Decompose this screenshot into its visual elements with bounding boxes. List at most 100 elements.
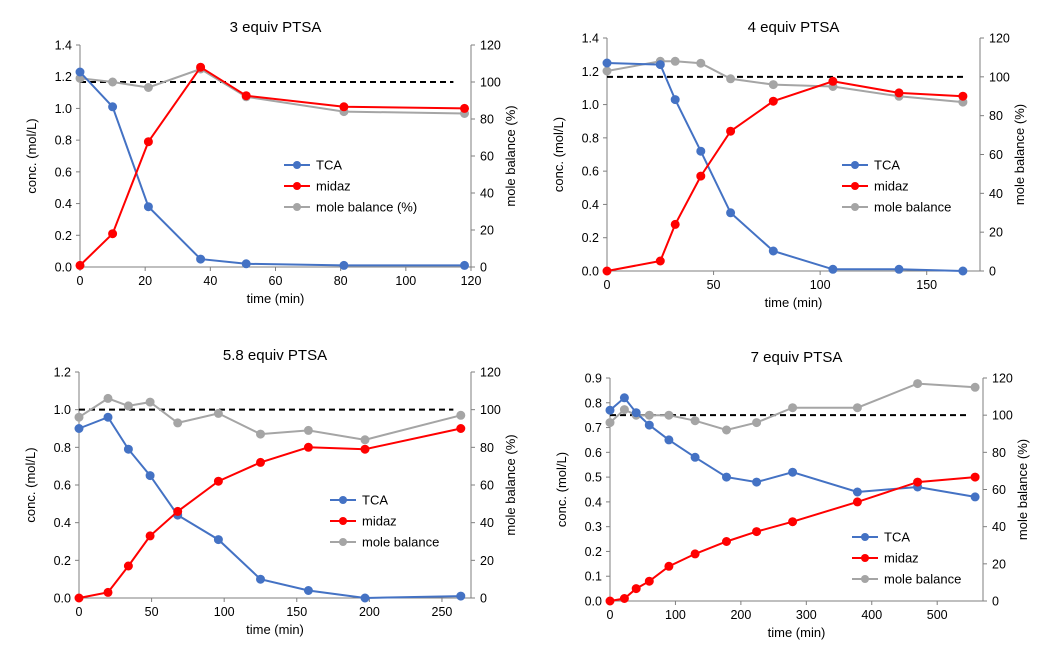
x-tick-label: 60 [269, 274, 283, 288]
y2-tick-label: 80 [480, 441, 494, 455]
x-tick-label: 50 [145, 605, 159, 619]
x-tick-label: 80 [334, 274, 348, 288]
y2-tick-label: 120 [989, 32, 1010, 46]
legend-label: TCA [884, 530, 910, 545]
y-tick-label: 0.8 [54, 441, 71, 455]
data-point-mole-balance [123, 401, 133, 411]
data-point-midaz [913, 477, 923, 487]
data-point-tca [256, 574, 265, 584]
y-tick-label: 0.4 [582, 198, 599, 212]
y2-tick-label: 100 [480, 403, 501, 417]
data-point-tca [619, 393, 629, 403]
data-point-mole-balance [303, 425, 313, 435]
y-tick-label: 1.2 [582, 65, 599, 79]
y2-tick-label: 120 [992, 372, 1013, 386]
data-point-midaz [768, 96, 778, 106]
data-point-tca [726, 208, 736, 218]
y2-tick-label: 80 [992, 446, 1006, 460]
y2-tick-label: 0 [989, 265, 996, 279]
y2-tick-label: 20 [480, 224, 494, 238]
data-point-mole-balance [360, 435, 370, 445]
x-tick-label: 400 [861, 608, 882, 622]
chart-panel-2: 4 equiv PTSA 0.0 0.2 0.4 0.6 0.8 1.0 1.2 1.4 0 20 4… [551, 19, 1027, 310]
data-point-mole-balance [605, 418, 615, 428]
data-point-tca [852, 487, 862, 497]
x-axis-label: time (min) [247, 291, 305, 306]
y-tick-label: 0.1 [585, 570, 602, 584]
y2-tick-label: 80 [480, 113, 494, 127]
y-tick-label: 0.0 [585, 595, 602, 609]
y-tick-label: 0.9 [585, 372, 602, 386]
data-point-mole-balance [690, 416, 700, 426]
x-tick-label: 150 [286, 605, 307, 619]
y-tick-label: 0.4 [585, 495, 602, 509]
data-point-midaz [123, 561, 133, 571]
data-point-tca [74, 424, 84, 433]
data-point-midaz [726, 126, 736, 136]
data-point-mole-balance [670, 56, 680, 66]
y-tick-label: 1.0 [582, 98, 599, 112]
legend-marker [339, 496, 347, 504]
data-point-tca [602, 58, 612, 68]
legend-marker [861, 554, 869, 562]
legend: TCA midaz mole balance (%) [284, 158, 417, 215]
data-point-tca [768, 246, 778, 256]
data-point-mole-balance [456, 410, 466, 420]
y-tick-label: 0.7 [585, 421, 602, 435]
data-point-midaz [894, 88, 904, 98]
data-point-mole-balance [619, 405, 629, 415]
data-point-mole-balance [696, 58, 706, 68]
data-point-midaz [958, 91, 968, 101]
legend-marker [293, 203, 301, 211]
data-point-mole-balance [213, 408, 223, 418]
data-point-midaz [852, 497, 862, 507]
x-tick-label: 100 [810, 278, 831, 292]
y-tick-label: 0.8 [55, 134, 72, 148]
series-line-mole-balance [78, 397, 462, 441]
y-tick-label: 0.8 [585, 396, 602, 410]
y2-tick-label: 100 [992, 409, 1013, 423]
data-point-midaz [339, 102, 349, 112]
legend-marker [851, 182, 859, 190]
x-tick-label: 100 [395, 274, 416, 288]
y2-tick-label: 60 [992, 483, 1006, 497]
data-point-midaz [143, 137, 153, 147]
x-tick-label: 300 [796, 608, 817, 622]
legend-marker [851, 161, 859, 169]
legend-label: TCA [316, 158, 342, 173]
y-tick-label: 0.8 [582, 131, 599, 145]
y2-tick-label: 60 [480, 479, 494, 493]
y-tick-label: 0.5 [585, 471, 602, 485]
data-point-midaz [456, 424, 466, 433]
y2-axis-label: mole balance (%) [503, 105, 518, 206]
data-point-midaz [605, 596, 615, 606]
data-point-tca [788, 467, 798, 477]
chart-title: 5.8 equiv PTSA [223, 347, 327, 364]
data-point-midaz [696, 171, 706, 181]
data-point-mole-balance [913, 379, 923, 389]
data-point-midaz [655, 256, 665, 266]
y-axis-label: conc. (mol/L) [23, 447, 38, 522]
legend: TCA midaz mole balance [330, 493, 439, 550]
data-point-tca [631, 408, 641, 418]
data-point-mole-balance [726, 74, 736, 84]
data-point-tca [690, 452, 700, 462]
y-tick-label: 1.2 [55, 70, 72, 84]
y2-tick-label: 60 [989, 148, 1003, 162]
data-point-midaz [670, 219, 680, 229]
y-tick-label: 1.0 [54, 403, 71, 417]
y-tick-label: 0.0 [582, 265, 599, 279]
data-point-midaz [145, 531, 155, 541]
y2-tick-label: 20 [480, 554, 494, 568]
data-point-midaz [213, 476, 223, 486]
data-point-midaz [103, 587, 113, 597]
x-tick-label: 500 [927, 608, 948, 622]
data-point-tca [123, 444, 133, 454]
data-point-mole-balance [852, 403, 862, 413]
series-line-tca [78, 415, 461, 600]
data-point-mole-balance- [143, 83, 153, 92]
data-point-midaz [828, 76, 838, 86]
data-point-midaz [75, 260, 85, 270]
data-point-tca [456, 591, 466, 601]
legend-marker [861, 533, 869, 541]
